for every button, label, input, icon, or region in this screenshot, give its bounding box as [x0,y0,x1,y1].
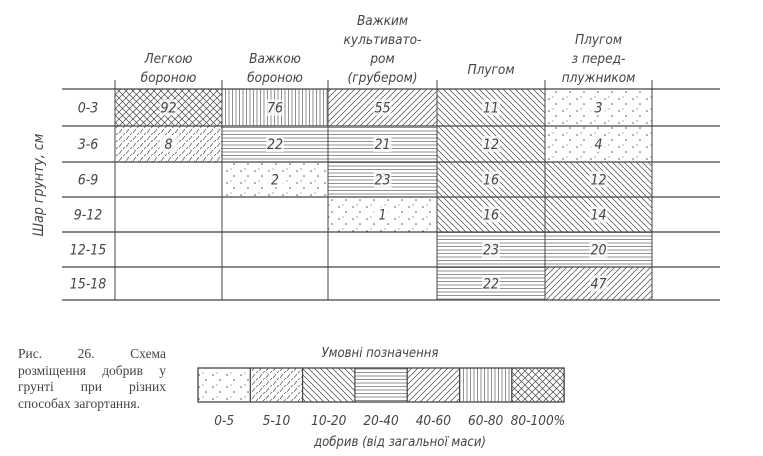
column-header: плужником [562,70,636,86]
column-header: бороною [247,70,303,86]
legend-title: Умовні позначення [322,346,439,361]
column-header: Важкою [249,51,301,67]
cell-label-bg [373,206,392,223]
column-header: (грубером) [347,70,417,86]
cell-label-bg [589,171,608,188]
legend-swatch-horizontal-lines [354,367,408,403]
cell-label-bg [589,275,608,292]
distribution-table: 92 76 55 11 3 0-3 8 22 21 12 4 3-6 2 23 16 12 6-9 1 16 14 9-… [31,13,720,301]
cell-value: 92 [160,101,176,117]
legend-swatch-forward-hatch [406,367,461,403]
cell-value: 11 [483,101,499,117]
cell-value: 4 [594,137,602,153]
cell-label-bg [589,136,608,152]
legend-label: 40-60 [416,413,452,429]
cell-value: 20 [590,243,606,259]
row-depth-label: 6-9 [78,173,99,189]
cell-label-bg [589,99,608,116]
cell-value: 16 [483,208,499,224]
cell-value: 47 [590,277,606,293]
cell-label-bg [159,136,178,152]
column-header: Плугом [467,62,514,78]
cell-label-bg [482,206,500,223]
legend-label: 60-80 [468,413,504,429]
legend-label: 20-40 [363,413,399,429]
cell-label-bg [266,99,284,116]
legend-swatch-dashed-forward-hatch [249,367,304,403]
cell-value: 55 [374,101,390,117]
column-header: Плугом [575,32,622,48]
cell-label-bg [589,241,608,258]
legend-frame [197,367,565,403]
cell-value: 12 [483,137,499,153]
cell-value: 23 [483,243,499,259]
figure-caption: Рис. 26. Схема розміщення добрив у грунт… [18,346,166,411]
cell-label-bg [482,136,500,152]
legend-swatch-dots [197,367,251,403]
row-depth-label: 9-12 [74,208,103,224]
cell-value: 23 [374,173,390,189]
cell-value: 1 [378,208,386,224]
column-header: ром [369,51,394,67]
cell-value: 2 [271,173,279,189]
cell-label-bg [373,171,392,188]
cell-value: 14 [590,208,606,224]
cell-value: 8 [164,137,172,153]
legend-label: 10-20 [311,413,347,429]
cell-label-bg [266,136,284,152]
cell-label-bg [482,99,500,116]
legend-subtitle: добрив (від загальної маси) [313,435,486,450]
legend-label: 5-10 [263,413,291,429]
legend-label: 0-5 [214,413,234,429]
legend: Умовні позначення 0-5 5-10 10-20 20-40 40-60 6… [197,346,566,450]
cell-label-bg [482,241,500,258]
cell-value: 22 [483,277,499,293]
legend-swatch-vertical-lines [459,367,513,403]
cell-label-bg [266,171,284,188]
cell-value: 21 [374,137,390,153]
legend-label: 80-100% [511,413,566,429]
cell-label-bg [589,206,608,223]
column-header: Легкою [144,51,193,67]
cell-label-bg [482,275,500,292]
column-header: культивато- [344,32,422,48]
row-depth-label: 12-15 [70,243,107,259]
cell-label-bg [373,136,392,152]
column-header: Важким [357,13,408,29]
cell-value: 16 [483,173,499,189]
row-depth-label: 3-6 [78,137,99,153]
cell-value: 22 [267,137,283,153]
legend-swatch-backward-hatch [302,367,356,403]
cell-value: 76 [267,101,283,117]
cell-label-bg [159,99,178,116]
cell-label-bg [482,171,500,188]
cell-value: 3 [594,101,602,117]
column-header: з перед- [572,51,626,67]
column-header: бороною [141,70,197,86]
row-depth-label: 15-18 [70,277,107,293]
row-depth-label: 0-3 [78,101,99,117]
y-axis-label: Шар грунту, см [31,133,47,236]
legend-swatch-cross-hatch [511,367,565,403]
cell-label-bg [373,99,392,116]
cell-value: 12 [590,173,606,189]
